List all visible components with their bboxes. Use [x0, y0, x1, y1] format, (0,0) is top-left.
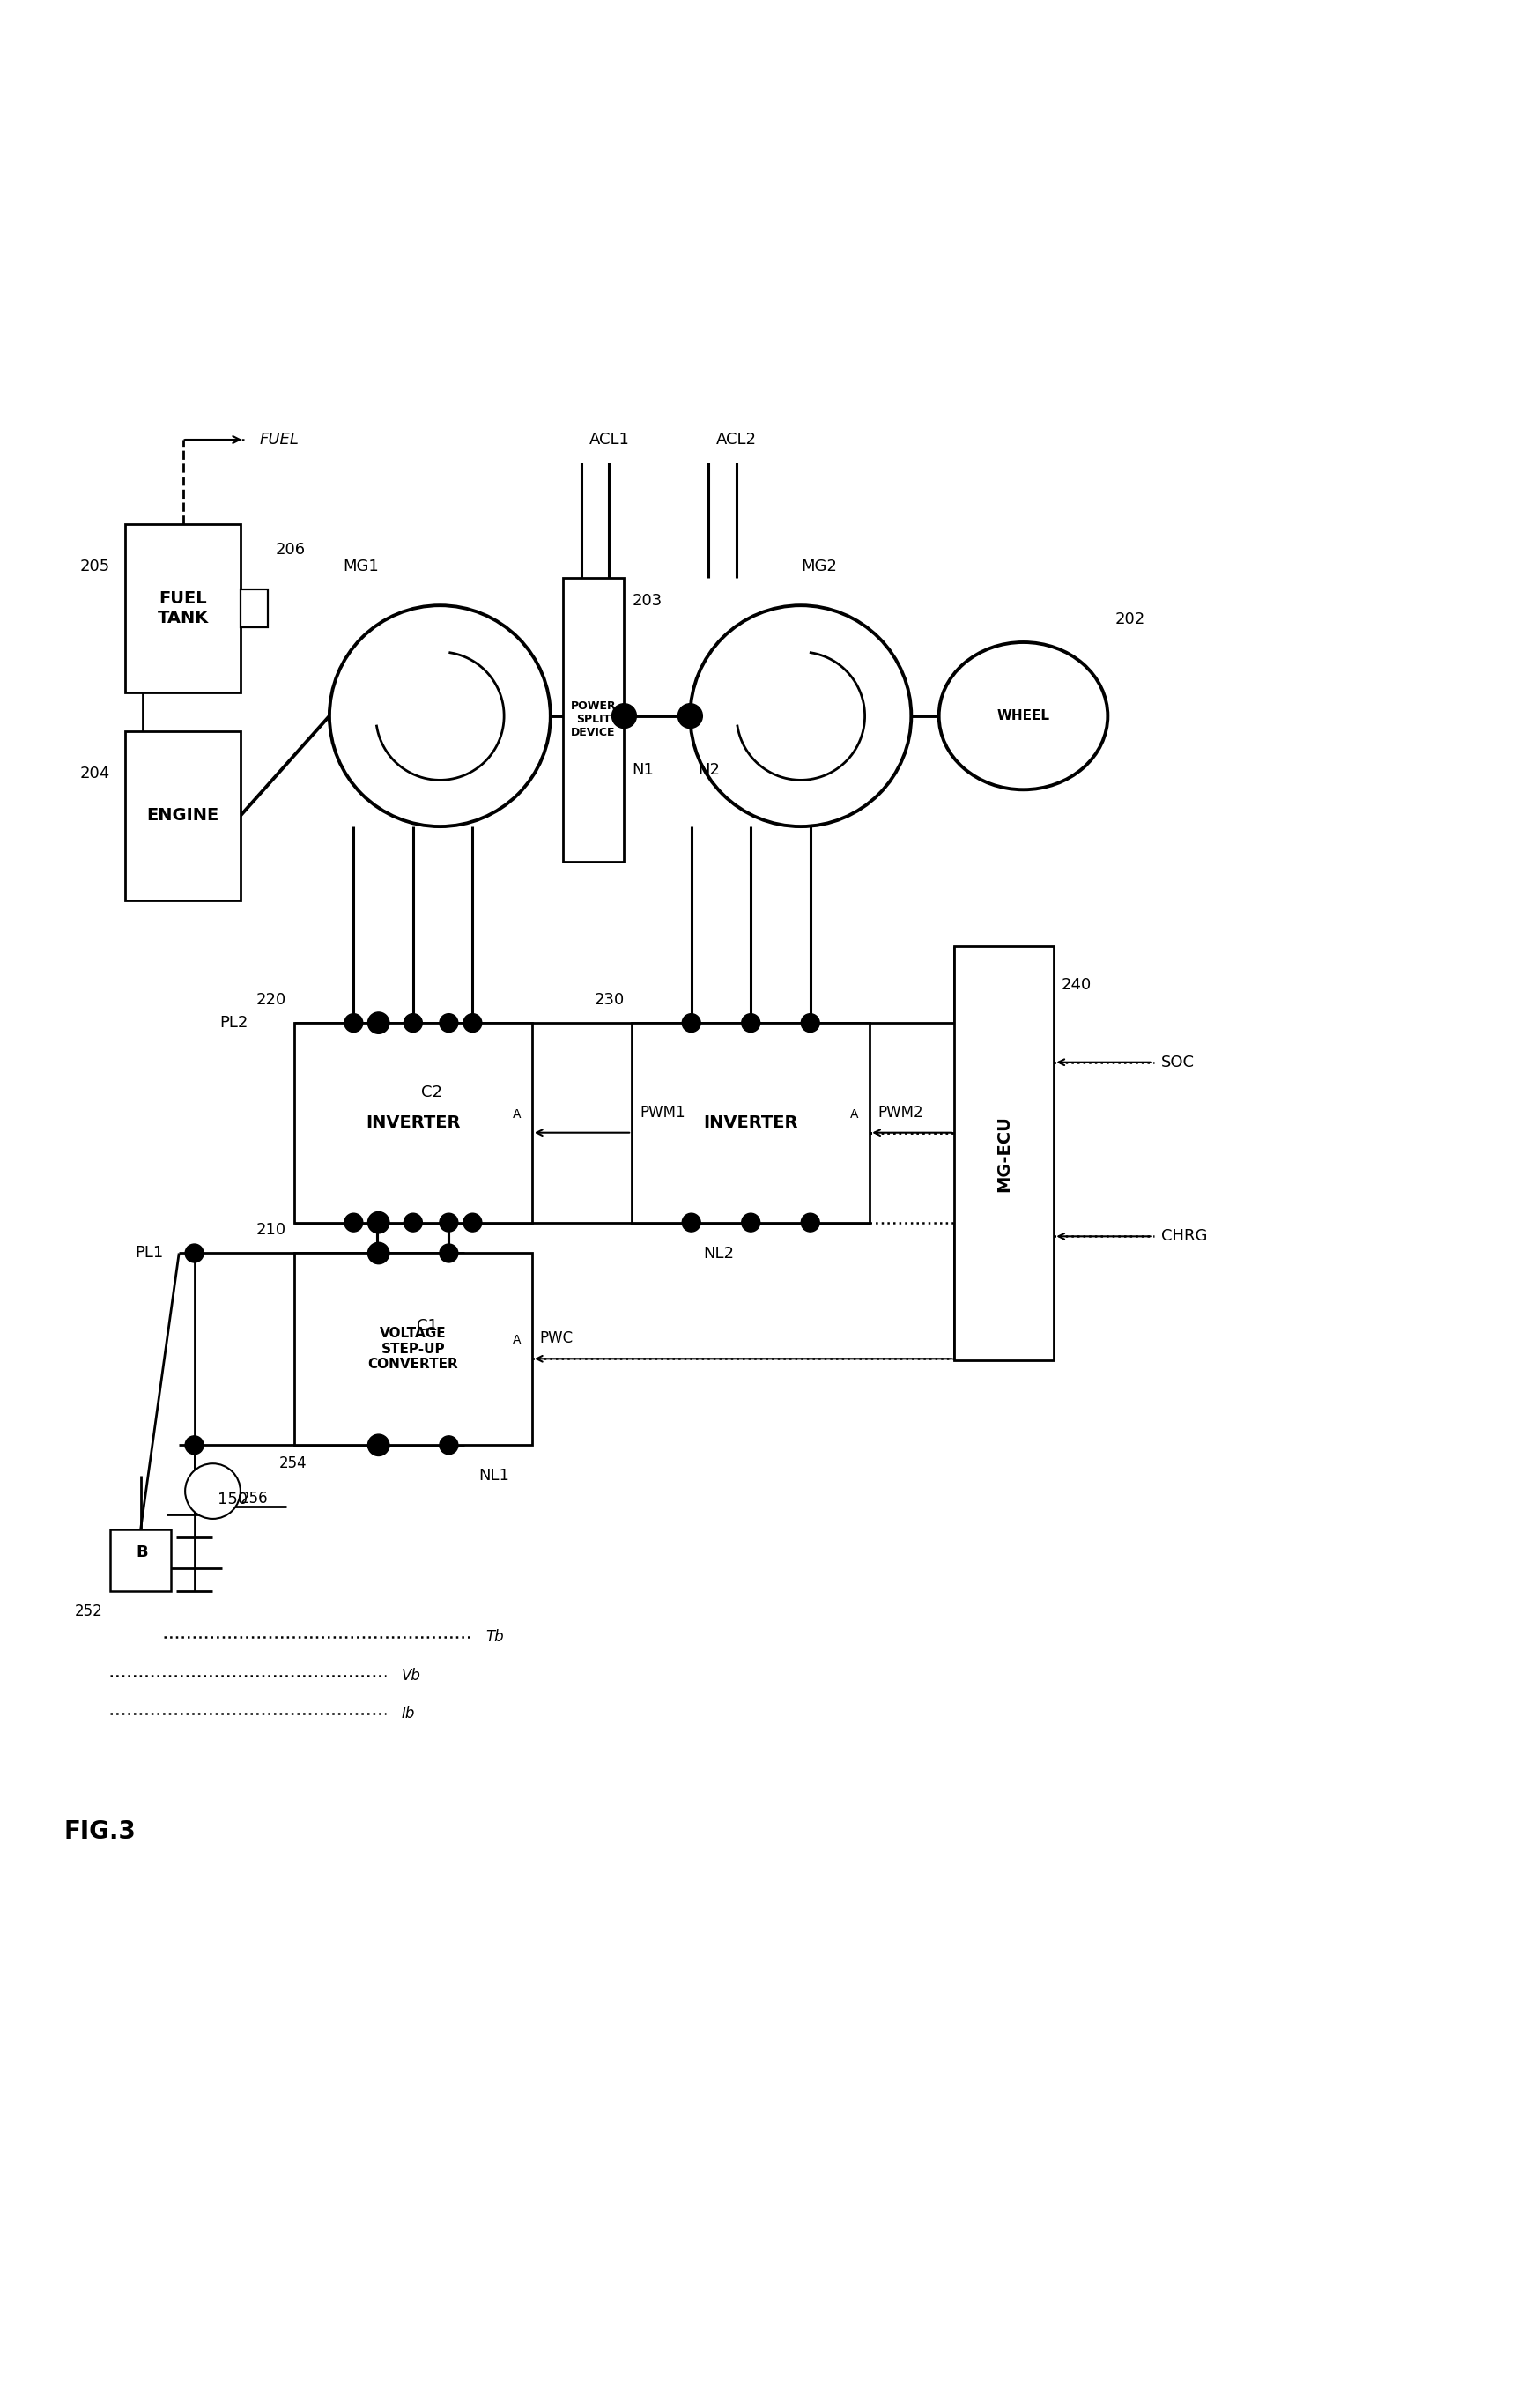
Text: Ib: Ib: [402, 1706, 416, 1722]
Text: PL2: PL2: [220, 1015, 248, 1032]
Circle shape: [368, 1243, 390, 1264]
Text: MG1: MG1: [342, 559, 379, 576]
Circle shape: [185, 1463, 240, 1519]
Text: ACL1: ACL1: [588, 432, 630, 446]
FancyBboxPatch shape: [294, 1022, 531, 1223]
Ellipse shape: [939, 643, 1107, 789]
Text: ENGINE: ENGINE: [146, 808, 219, 825]
Text: PWC: PWC: [539, 1331, 573, 1346]
Text: FUEL
TANK: FUEL TANK: [157, 590, 208, 626]
Circle shape: [742, 1015, 761, 1032]
FancyBboxPatch shape: [562, 578, 624, 861]
Text: PL1: PL1: [136, 1245, 163, 1262]
Text: PWM2: PWM2: [878, 1104, 922, 1120]
FancyBboxPatch shape: [125, 523, 240, 693]
FancyBboxPatch shape: [631, 1022, 870, 1223]
Text: 210: 210: [256, 1221, 286, 1238]
Circle shape: [464, 1015, 482, 1032]
Text: SOC: SOC: [1161, 1053, 1195, 1070]
Circle shape: [368, 1214, 387, 1231]
Text: WHEEL: WHEEL: [996, 710, 1050, 722]
Text: C2: C2: [422, 1084, 442, 1101]
Circle shape: [345, 1015, 363, 1032]
FancyBboxPatch shape: [125, 732, 240, 900]
Text: C1: C1: [417, 1317, 437, 1334]
Circle shape: [185, 1245, 203, 1262]
Text: INVERTER: INVERTER: [365, 1116, 460, 1130]
Text: PWM1: PWM1: [639, 1104, 685, 1120]
Text: FIG.3: FIG.3: [63, 1818, 136, 1845]
Text: A: A: [513, 1334, 521, 1346]
Text: 202: 202: [1115, 612, 1146, 626]
Text: MG-ECU: MG-ECU: [996, 1116, 1012, 1192]
Circle shape: [368, 1435, 390, 1456]
Text: N2: N2: [698, 763, 719, 777]
FancyBboxPatch shape: [955, 945, 1053, 1360]
Text: CHRG: CHRG: [1161, 1228, 1207, 1245]
Circle shape: [439, 1437, 457, 1454]
Text: MG2: MG2: [801, 559, 836, 576]
Text: 206: 206: [276, 542, 306, 557]
Circle shape: [368, 1437, 387, 1454]
Text: B: B: [136, 1545, 148, 1559]
Circle shape: [801, 1214, 819, 1231]
Circle shape: [185, 1437, 203, 1454]
Text: A: A: [513, 1108, 521, 1120]
Circle shape: [611, 703, 636, 729]
Circle shape: [368, 1211, 390, 1233]
FancyBboxPatch shape: [109, 1531, 171, 1591]
FancyBboxPatch shape: [294, 1252, 531, 1444]
Text: N1: N1: [631, 763, 654, 777]
Circle shape: [682, 1214, 701, 1231]
Text: 205: 205: [80, 559, 109, 573]
Text: 203: 203: [631, 593, 662, 609]
Circle shape: [439, 1015, 457, 1032]
Circle shape: [678, 703, 702, 729]
Circle shape: [345, 1214, 363, 1231]
Text: 220: 220: [256, 991, 286, 1008]
Text: 240: 240: [1061, 976, 1092, 993]
Text: NL2: NL2: [704, 1245, 735, 1262]
Text: 150: 150: [217, 1492, 248, 1507]
Text: 204: 204: [80, 765, 109, 782]
Circle shape: [682, 1015, 701, 1032]
Circle shape: [464, 1214, 482, 1231]
Text: 252: 252: [74, 1603, 102, 1619]
Text: 230: 230: [594, 991, 624, 1008]
Circle shape: [330, 605, 550, 828]
Text: POWER
SPLIT
DEVICE: POWER SPLIT DEVICE: [571, 701, 616, 739]
Text: NL1: NL1: [479, 1468, 510, 1485]
Text: VOLTAGE
STEP-UP
CONVERTER: VOLTAGE STEP-UP CONVERTER: [368, 1327, 459, 1372]
Circle shape: [690, 605, 912, 828]
Circle shape: [439, 1245, 457, 1262]
Circle shape: [403, 1015, 422, 1032]
Circle shape: [368, 1245, 387, 1262]
FancyBboxPatch shape: [240, 590, 268, 629]
Text: INVERTER: INVERTER: [704, 1116, 798, 1130]
Circle shape: [439, 1214, 457, 1231]
Text: Tb: Tb: [487, 1629, 504, 1646]
Circle shape: [801, 1015, 819, 1032]
Text: A: A: [850, 1108, 859, 1120]
Circle shape: [403, 1214, 422, 1231]
Text: ACL2: ACL2: [716, 432, 756, 446]
Text: Vb: Vb: [402, 1667, 420, 1684]
Circle shape: [368, 1015, 387, 1032]
Text: FUEL: FUEL: [260, 432, 299, 449]
Text: 254: 254: [279, 1456, 306, 1471]
Text: 256: 256: [240, 1490, 268, 1507]
Circle shape: [368, 1012, 390, 1034]
Circle shape: [742, 1214, 761, 1231]
